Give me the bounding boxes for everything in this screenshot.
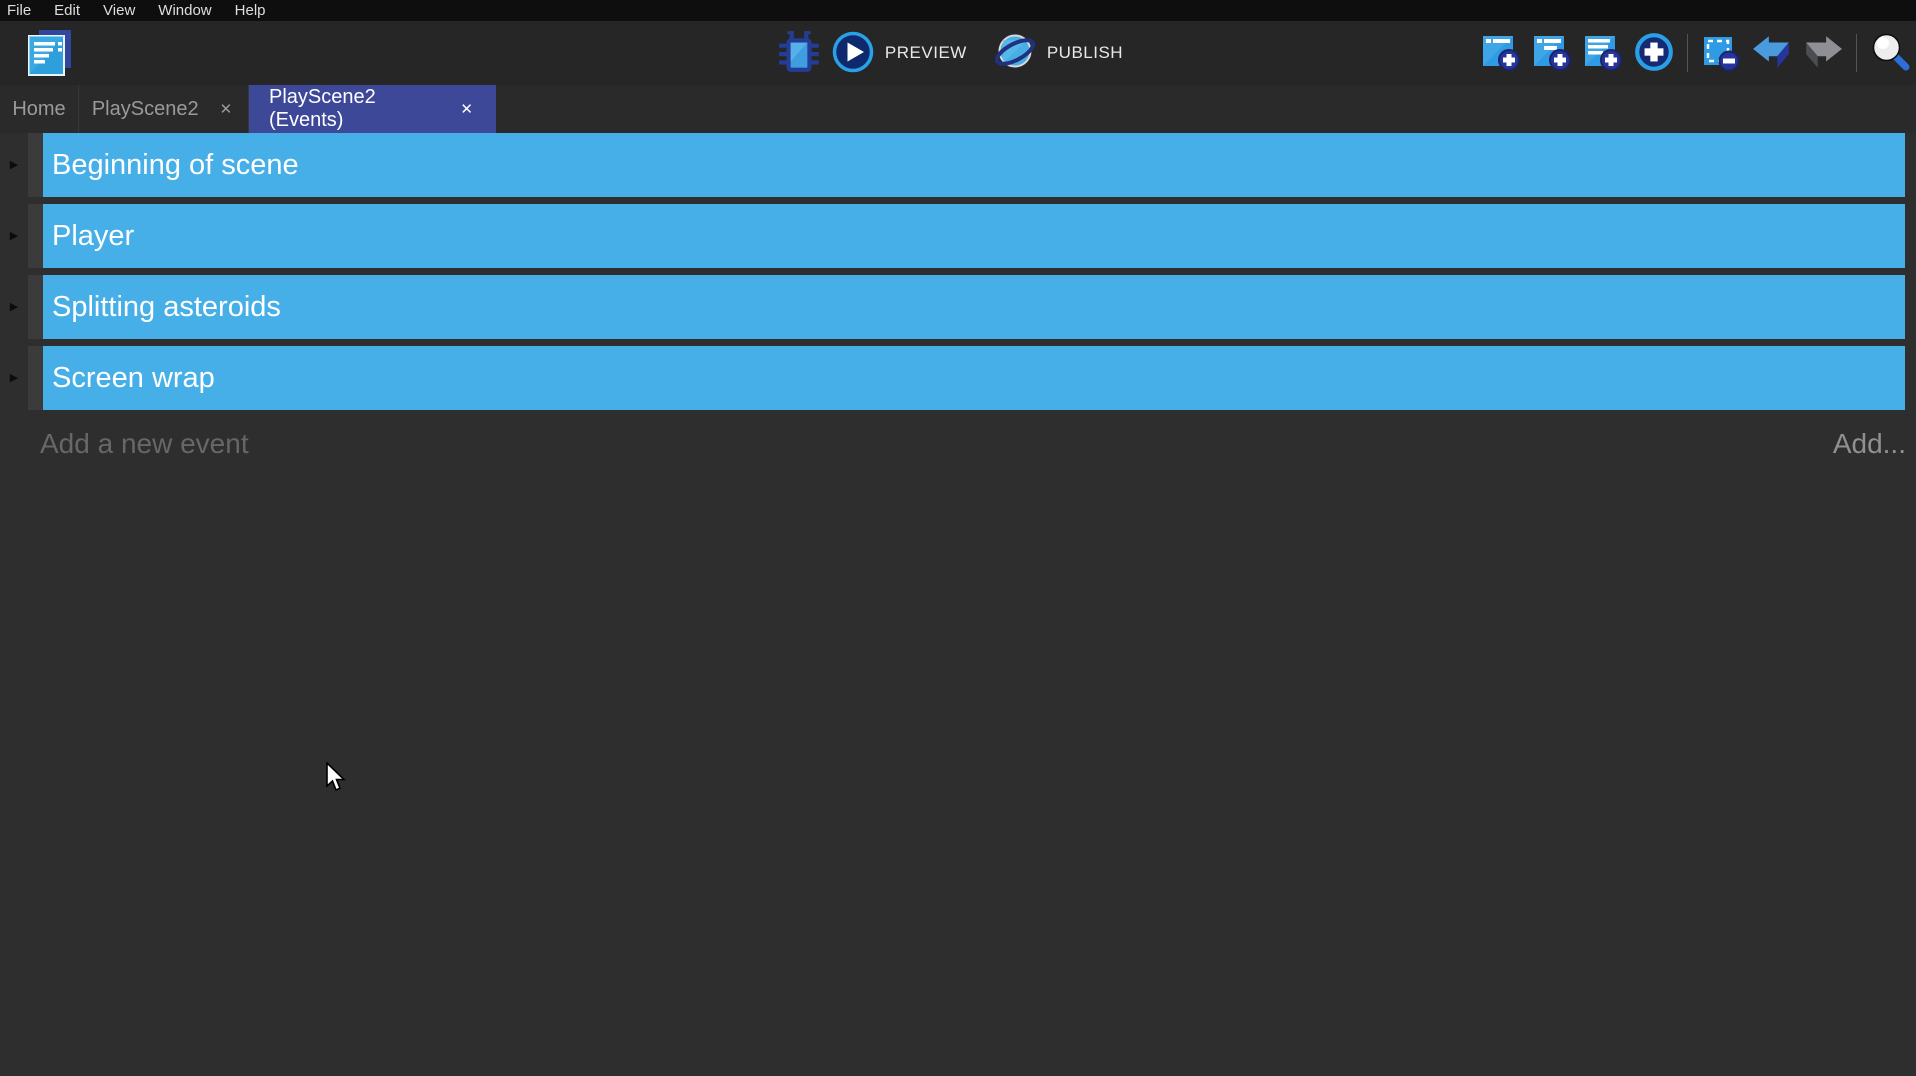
disclosure-triangle-icon[interactable]: ▶ <box>9 300 19 313</box>
close-icon[interactable]: ✕ <box>460 100 473 118</box>
tab-playscene2-label: PlayScene2 <box>91 97 199 120</box>
delete-selection-icon <box>1701 32 1741 75</box>
search-button[interactable] <box>1868 29 1912 77</box>
menu-window[interactable]: Window <box>158 2 212 19</box>
event-group-row: ▶ Splitting asteroids <box>0 275 1916 339</box>
project-manager-icon <box>25 26 77 81</box>
add-subevent-button[interactable] <box>1530 29 1574 77</box>
event-group-row: ▶ Screen wrap <box>0 346 1916 410</box>
main-toolbar: PREVIEW PUBLISH <box>0 21 1916 85</box>
row-gutter: ▶ <box>0 275 28 339</box>
toolbar-center-group: PREVIEW PUBLISH <box>0 21 1916 85</box>
undo-button[interactable] <box>1750 29 1794 77</box>
add-event-button[interactable] <box>1479 29 1523 77</box>
add-circle-icon <box>1633 31 1675 76</box>
menu-file[interactable]: File <box>7 2 32 19</box>
menu-bar: File Edit View Window Help <box>0 0 1916 21</box>
add-comment-button[interactable] <box>1581 29 1625 77</box>
event-group-row: ▶ Beginning of scene <box>0 133 1916 197</box>
menu-view[interactable]: View <box>103 2 136 19</box>
redo-icon <box>1803 34 1843 73</box>
event-group-title: Splitting asteroids <box>52 290 281 323</box>
tab-home-label: Home <box>12 97 66 120</box>
toolbar-right-group <box>1479 21 1912 85</box>
preview-button[interactable] <box>831 29 875 77</box>
toolbar-separator <box>1687 34 1688 72</box>
tab-home[interactable]: Home <box>0 85 79 133</box>
event-group-row: ▶ Player <box>0 204 1916 268</box>
event-group-bar[interactable]: Beginning of scene <box>43 133 1905 197</box>
row-gutter: ▶ <box>0 133 28 197</box>
event-group-title: Beginning of scene <box>52 148 299 181</box>
tab-playscene2-events-label: PlayScene2 (Events) <box>269 86 376 131</box>
publish-label[interactable]: PUBLISH <box>1046 43 1124 62</box>
row-drag-handle[interactable] <box>28 133 43 197</box>
tab-playscene2-events[interactable]: PlayScene2 (Events) ✕ <box>249 85 496 133</box>
event-group-bar[interactable]: Splitting asteroids <box>43 275 1905 339</box>
event-group-title: Player <box>52 219 135 252</box>
menu-help[interactable]: Help <box>234 2 266 19</box>
search-icon <box>1870 32 1910 75</box>
disclosure-triangle-icon[interactable]: ▶ <box>9 158 19 171</box>
events-sheet: ▶ Beginning of scene ▶ Player ▶ Splittin… <box>0 133 1916 1076</box>
publish-button[interactable] <box>993 29 1037 77</box>
menu-edit[interactable]: Edit <box>54 2 81 19</box>
tab-playscene2[interactable]: PlayScene2 ✕ <box>79 85 249 133</box>
row-drag-handle[interactable] <box>28 346 43 410</box>
preview-play-icon <box>832 31 874 76</box>
choose-event-button[interactable] <box>1632 29 1676 77</box>
row-gutter: ▶ <box>0 346 28 410</box>
debugger-button[interactable] <box>777 29 821 77</box>
add-comment-icon <box>1583 32 1623 75</box>
row-drag-handle[interactable] <box>28 204 43 268</box>
row-drag-handle[interactable] <box>28 275 43 339</box>
toolbar-separator <box>1856 34 1857 72</box>
disclosure-triangle-icon[interactable]: ▶ <box>9 229 19 242</box>
preview-label[interactable]: PREVIEW <box>884 43 967 62</box>
event-group-bar[interactable]: Screen wrap <box>43 346 1905 410</box>
delete-selection-button[interactable] <box>1699 29 1743 77</box>
redo-button[interactable] <box>1801 29 1845 77</box>
tab-bar: Home PlayScene2 ✕ PlayScene2 (Events) ✕ <box>0 85 1916 133</box>
project-manager-button[interactable] <box>24 26 78 80</box>
publish-icon <box>993 30 1037 77</box>
add-subevent-icon <box>1532 32 1572 75</box>
event-group-title: Screen wrap <box>52 361 215 394</box>
add-event-icon <box>1481 32 1521 75</box>
undo-icon <box>1752 34 1792 73</box>
debugger-icon <box>779 29 819 78</box>
event-group-bar[interactable]: Player <box>43 204 1905 268</box>
add-event-placeholder[interactable]: Add a new event <box>40 428 249 459</box>
add-event-inline-button[interactable]: Add... <box>1832 428 1906 459</box>
close-icon[interactable]: ✕ <box>219 100 233 118</box>
row-gutter: ▶ <box>0 204 28 268</box>
add-event-row: Add a new event Add... <box>0 428 1916 460</box>
disclosure-triangle-icon[interactable]: ▶ <box>9 371 19 384</box>
